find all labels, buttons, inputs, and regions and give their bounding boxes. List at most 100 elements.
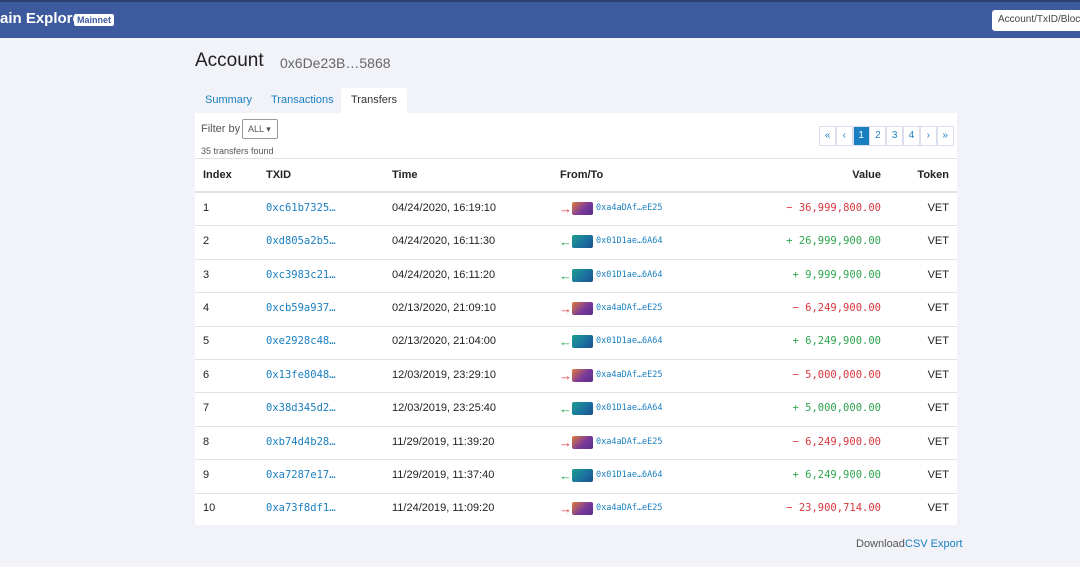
address-link[interactable]: 0x01D1ae…6A64 xyxy=(596,469,663,480)
tab[interactable]: Transfers xyxy=(341,88,408,113)
tab[interactable]: Summary xyxy=(205,94,253,106)
timestamp: 12/03/2019, 23:29:10 xyxy=(392,368,496,381)
column-header: Time xyxy=(392,169,418,181)
page-button[interactable]: » xyxy=(936,126,954,146)
page-title: Account xyxy=(195,50,264,71)
column-header: TXID xyxy=(266,169,292,181)
download-text: Download xyxy=(856,538,905,550)
address-link[interactable]: 0x01D1ae…6A64 xyxy=(596,403,663,414)
brand[interactable]: ain Explorer xyxy=(0,10,87,27)
transfer-value: + 6,249,900.00 xyxy=(792,468,881,481)
page-button[interactable]: ‹ xyxy=(835,126,853,146)
direction-arrow: → xyxy=(559,434,572,450)
column-header: Index xyxy=(203,169,232,181)
txid-link[interactable]: 0xc61b7325… xyxy=(266,201,336,214)
row-line xyxy=(195,325,957,327)
address-avatar xyxy=(572,502,593,516)
timestamp: 12/03/2019, 23:25:40 xyxy=(392,402,496,415)
row-line xyxy=(195,492,957,494)
result-count: 35 transfers found xyxy=(201,146,274,156)
txid-link[interactable]: 0xd805a2b5… xyxy=(266,235,336,248)
network-badge: Mainnet xyxy=(74,14,115,26)
direction-arrow: → xyxy=(559,501,572,517)
transfer-value: + 26,999,900.00 xyxy=(786,235,881,248)
address-avatar xyxy=(572,301,593,315)
address-link[interactable]: 0xa4aDAf…eE25 xyxy=(596,436,663,447)
address-avatar xyxy=(572,402,593,416)
row-line xyxy=(195,392,957,394)
row-index: 2 xyxy=(203,235,210,248)
address-avatar xyxy=(572,435,593,449)
page-button[interactable]: « xyxy=(819,126,836,146)
timestamp: 11/29/2019, 11:37:40 xyxy=(392,468,495,481)
row-line xyxy=(195,292,957,294)
search-input[interactable]: Account/TxID/Blocke xyxy=(992,10,1080,31)
address-link[interactable]: 0x01D1ae…6A64 xyxy=(596,236,663,247)
token: VET xyxy=(927,502,949,515)
token: VET xyxy=(927,268,949,281)
account-address: 0x6De23B…5868 xyxy=(280,55,391,71)
page-button[interactable]: 2 xyxy=(869,126,887,146)
timestamp: 02/13/2020, 21:04:00 xyxy=(392,335,496,348)
direction-arrow: ← xyxy=(559,334,572,350)
address-link[interactable]: 0xa4aDAf…eE25 xyxy=(596,202,663,213)
row-line xyxy=(195,359,957,360)
header-line xyxy=(195,191,957,193)
row-index: 3 xyxy=(203,268,210,281)
row-line xyxy=(195,225,957,227)
page-button[interactable]: › xyxy=(919,126,937,146)
transfer-value: − 36,999,800.00 xyxy=(786,201,881,214)
txid-link[interactable]: 0x13fe8048… xyxy=(266,368,336,381)
filter-select[interactable]: ALL ▾ xyxy=(242,119,278,139)
token: VET xyxy=(927,468,949,481)
tab[interactable]: Transactions xyxy=(271,94,334,106)
page-button[interactable]: 3 xyxy=(886,126,904,146)
direction-arrow: ← xyxy=(559,467,572,483)
address-link[interactable]: 0x01D1ae…6A64 xyxy=(596,336,663,347)
address-link[interactable]: 0x01D1ae…6A64 xyxy=(596,269,663,280)
row-index: 6 xyxy=(203,368,210,381)
row-index: 10 xyxy=(203,502,216,515)
csv-export-link[interactable]: CSV Export xyxy=(905,538,963,550)
transfer-value: − 5,000,000.00 xyxy=(792,368,881,381)
timestamp: 04/24/2020, 16:11:30 xyxy=(392,235,496,248)
address-link[interactable]: 0xa4aDAf…eE25 xyxy=(596,302,663,313)
address-avatar xyxy=(572,235,593,249)
token: VET xyxy=(927,435,949,448)
txid-link[interactable]: 0xb74d4b28… xyxy=(266,435,336,448)
page-button[interactable]: 4 xyxy=(903,126,920,146)
txid-link[interactable]: 0xa7287e17… xyxy=(266,468,336,481)
txid-link[interactable]: 0xcb59a937… xyxy=(266,301,336,314)
row-index: 1 xyxy=(203,201,210,214)
row-index: 8 xyxy=(203,435,210,448)
navbar xyxy=(0,0,1080,38)
timestamp: 04/24/2020, 16:11:20 xyxy=(392,268,496,281)
transfer-value: − 23,900,714.00 xyxy=(786,502,881,515)
txid-link[interactable]: 0xe2928c48… xyxy=(266,335,336,348)
row-index: 5 xyxy=(203,335,210,348)
token: VET xyxy=(927,335,949,348)
token: VET xyxy=(927,201,949,214)
transfer-value: + 5,000,000.00 xyxy=(792,402,881,415)
address-avatar xyxy=(572,201,593,215)
txid-link[interactable]: 0xc3983c21… xyxy=(266,268,336,281)
timestamp: 04/24/2020, 16:19:10 xyxy=(392,201,496,214)
filter-option: ALL xyxy=(248,124,264,134)
direction-arrow: → xyxy=(559,367,572,383)
address-link[interactable]: 0xa4aDAf…eE25 xyxy=(596,503,663,514)
address-avatar xyxy=(572,268,593,282)
timestamp: 11/24/2019, 11:09:20 xyxy=(392,502,495,515)
page-button[interactable]: 1 xyxy=(852,126,870,146)
row-line xyxy=(195,425,957,427)
direction-arrow: → xyxy=(559,200,572,216)
address-link[interactable]: 0xa4aDAf…eE25 xyxy=(596,369,663,380)
txid-link[interactable]: 0x38d345d2… xyxy=(266,402,336,415)
token: VET xyxy=(927,235,949,248)
row-index: 4 xyxy=(203,301,210,314)
txid-link[interactable]: 0xa73f8df1… xyxy=(266,502,336,515)
header-line xyxy=(195,158,957,159)
direction-arrow: ← xyxy=(559,234,572,250)
column-header: Value xyxy=(852,169,881,181)
filter-label: Filter by xyxy=(201,123,241,135)
